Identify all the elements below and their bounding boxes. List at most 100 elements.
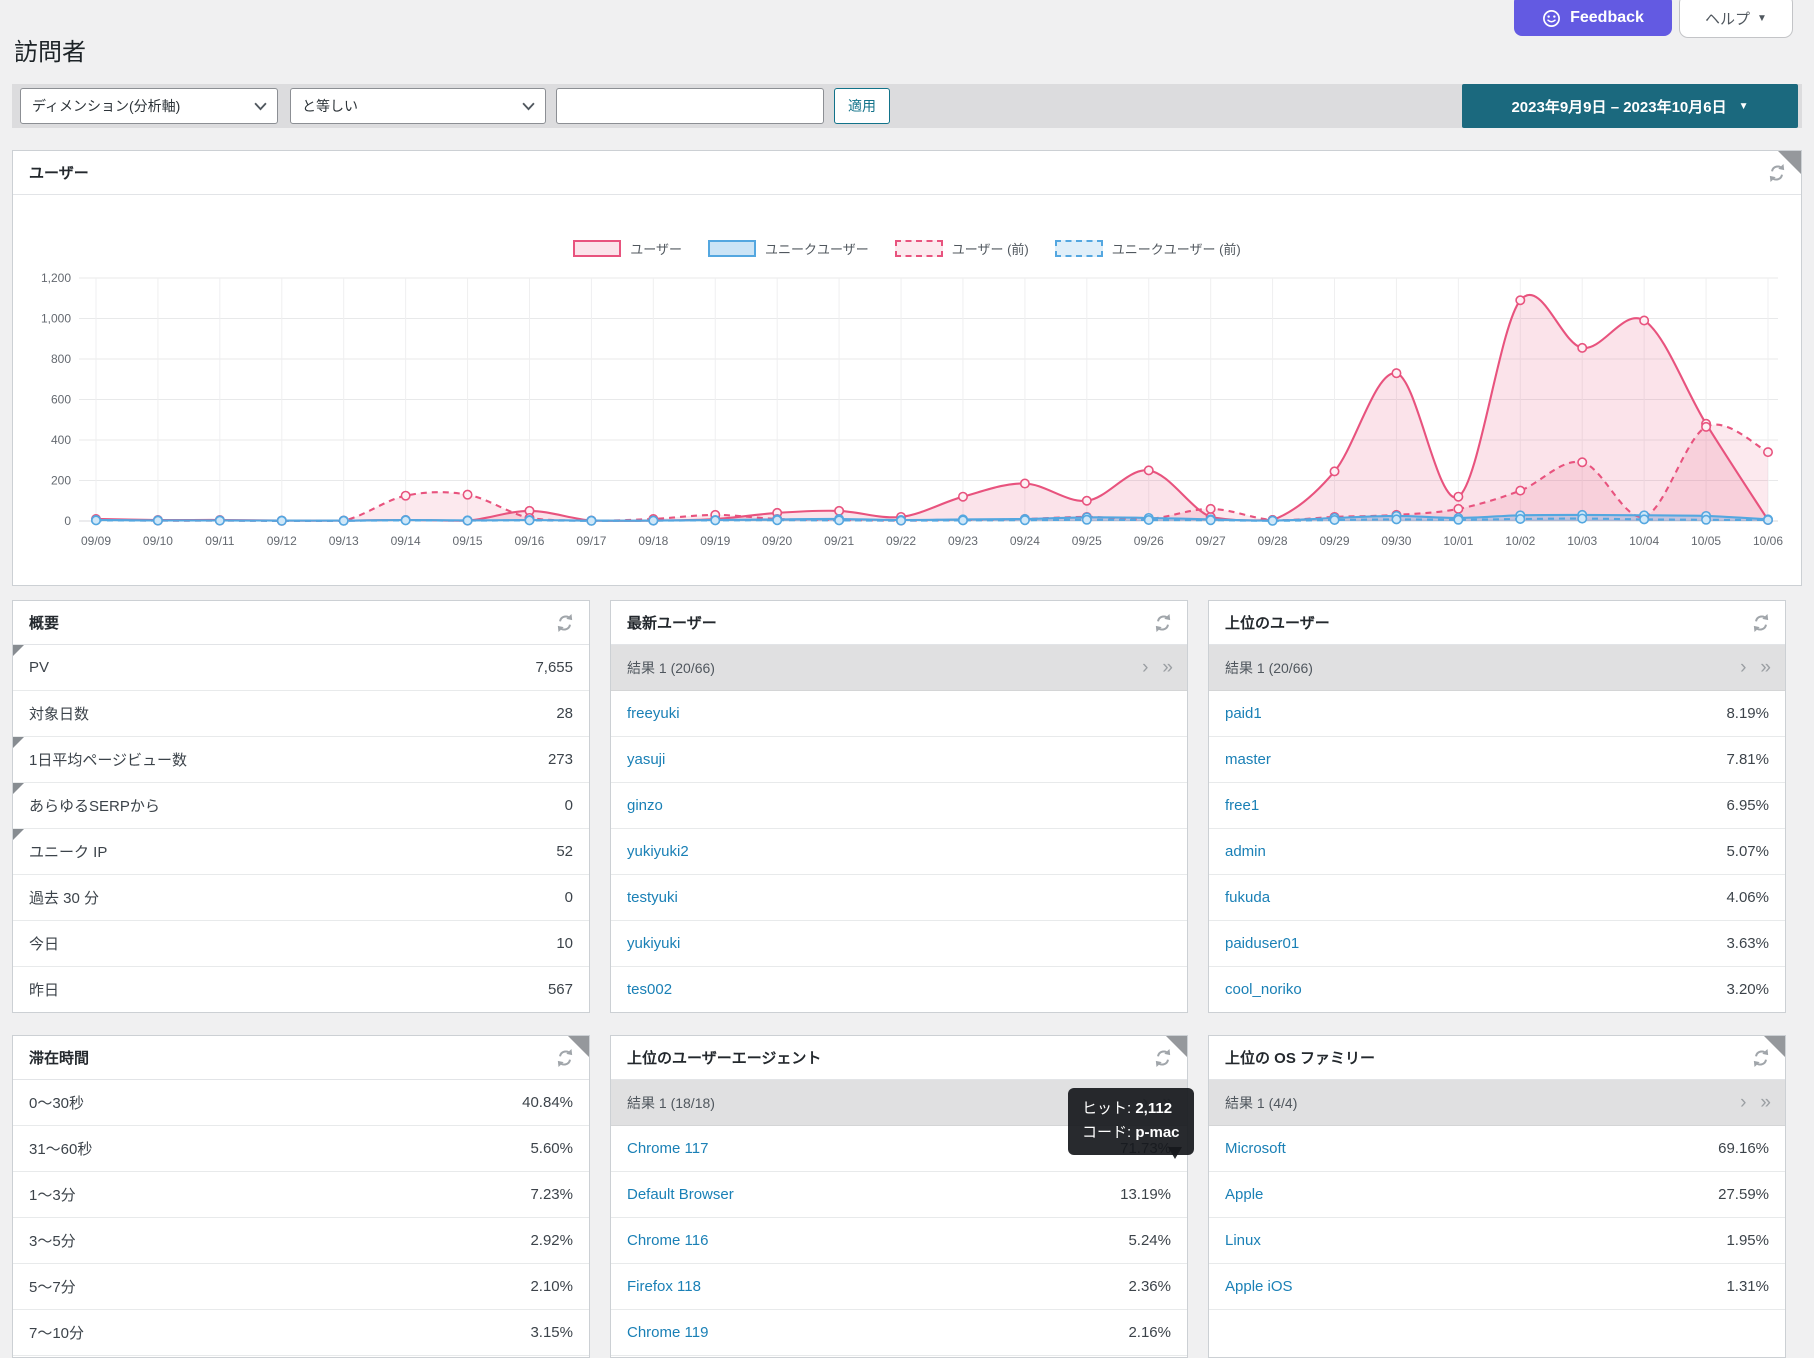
next-page-icon[interactable]: › (1142, 658, 1148, 677)
row-label: 対象日数 (29, 703, 89, 724)
list-item: freeyuki (611, 691, 1187, 737)
list-item: master 7.81% (1209, 737, 1785, 783)
list-item: ユニーク IP52 (13, 829, 589, 875)
legend-item[interactable]: ユーザー (573, 239, 682, 258)
row-value: 5.24% (1128, 1232, 1171, 1249)
list-item: PV7,655 (13, 645, 589, 691)
help-button[interactable]: ヘルプ ▼ (1679, 0, 1793, 38)
list-item: yasuji (611, 737, 1187, 783)
next-page-icon[interactable]: › (1740, 1093, 1746, 1112)
filter-value-input[interactable] (556, 88, 824, 124)
row-value: 4.06% (1726, 889, 1769, 906)
list-item: yukiyuki (611, 921, 1187, 967)
row-link[interactable]: master (1225, 751, 1271, 768)
row-link[interactable]: yukiyuki (627, 935, 680, 952)
panel-header: 滞在時間 (13, 1036, 589, 1080)
row-link[interactable]: Chrome 119 (627, 1324, 708, 1341)
row-value: 52 (556, 843, 573, 860)
row-link[interactable]: paiduser01 (1225, 935, 1299, 952)
legend-label: ユニークユーザー (前) (1112, 239, 1241, 258)
refresh-icon[interactable] (1751, 613, 1771, 633)
svg-text:09/10: 09/10 (143, 534, 173, 548)
row-link[interactable]: ginzo (627, 797, 663, 814)
last-page-icon[interactable]: » (1162, 658, 1173, 677)
row-link[interactable]: Chrome 116 (627, 1232, 708, 1249)
legend-item[interactable]: ユーザー (前) (895, 239, 1029, 258)
fold-corner-icon (13, 737, 24, 748)
panel-header: ユーザー (13, 151, 1801, 195)
row-link[interactable]: yukiyuki2 (627, 843, 689, 860)
panel-title: 上位の OS ファミリー (1225, 1047, 1375, 1068)
list-item: tes002 (611, 967, 1187, 1013)
row-link[interactable]: freeyuki (627, 705, 680, 722)
chart-area: ユーザーユニークユーザーユーザー (前)ユニークユーザー (前) 0200400… (13, 195, 1801, 585)
list-item: testyuki (611, 875, 1187, 921)
row-link[interactable]: Firefox 118 (627, 1278, 701, 1295)
legend-label: ユーザー (前) (952, 239, 1029, 258)
row-value: 69.16% (1718, 1140, 1769, 1157)
fold-corner-icon (13, 783, 24, 794)
panel-os-families: 上位の OS ファミリー 結果 1 (4/4) ›» Microsoft69.1… (1208, 1035, 1786, 1358)
legend-swatch-icon (573, 240, 621, 257)
row-value: 7.81% (1726, 751, 1769, 768)
dimension-select[interactable]: ディメンション(分析軸) (20, 88, 278, 124)
row-link[interactable]: tes002 (627, 981, 672, 998)
caret-down-icon: ▼ (1739, 101, 1749, 112)
row-link[interactable]: testyuki (627, 889, 678, 906)
row-link[interactable]: yasuji (627, 751, 665, 768)
svg-text:1,200: 1,200 (41, 271, 71, 285)
chevron-down-icon (254, 102, 267, 111)
list-item: Microsoft 69.16% (1209, 1126, 1785, 1172)
list-item: 対象日数28 (13, 691, 589, 737)
row-value: 3.63% (1726, 935, 1769, 952)
row-link[interactable]: Apple (1225, 1186, 1263, 1203)
row-link[interactable]: paid1 (1225, 705, 1262, 722)
svg-text:09/28: 09/28 (1258, 534, 1288, 548)
panel-duration: 滞在時間 0〜30秒40.84%31〜60秒5.60%1〜3分7.23%3〜5分… (12, 1035, 590, 1358)
list-item: fukuda 4.06% (1209, 875, 1785, 921)
list-item: Firefox 1182.36% (611, 1264, 1187, 1310)
row-value: 13.19% (1120, 1186, 1171, 1203)
row-link[interactable]: Microsoft (1225, 1140, 1286, 1157)
date-range-label: 2023年9月9日 – 2023年10月6日 (1511, 96, 1726, 117)
list-item: paiduser01 3.63% (1209, 921, 1785, 967)
apply-button[interactable]: 適用 (834, 88, 890, 124)
panel-title: ユーザー (29, 162, 89, 183)
svg-text:10/05: 10/05 (1691, 534, 1721, 548)
legend-item[interactable]: ユニークユーザー (前) (1055, 239, 1241, 258)
legend-swatch-icon (1055, 240, 1103, 257)
operator-select[interactable]: と等しい (290, 88, 546, 124)
row-link[interactable]: Apple iOS (1225, 1278, 1293, 1295)
refresh-icon[interactable] (555, 613, 575, 633)
row-label: 5〜7分 (29, 1276, 76, 1297)
legend-item[interactable]: ユニークユーザー (708, 239, 869, 258)
next-page-icon[interactable]: › (1740, 658, 1746, 677)
row-value: 567 (548, 981, 573, 998)
tooltip-code-value: p-mac (1135, 1124, 1179, 1141)
last-page-icon[interactable]: » (1760, 658, 1771, 677)
row-label: 1〜3分 (29, 1184, 76, 1205)
svg-text:09/19: 09/19 (700, 534, 730, 548)
row-value: 10 (556, 935, 573, 952)
row-value: 1.95% (1726, 1232, 1769, 1249)
row-value: 3.20% (1726, 981, 1769, 998)
last-page-icon[interactable]: » (1760, 1093, 1771, 1112)
row-link[interactable]: fukuda (1225, 889, 1270, 906)
row-link[interactable]: Default Browser (627, 1186, 734, 1203)
row-link[interactable]: free1 (1225, 797, 1259, 814)
row-label: 3〜5分 (29, 1230, 76, 1251)
list-item: Chrome 116 5.24% (611, 1218, 1187, 1264)
list-item: 0〜30秒40.84% (13, 1080, 589, 1126)
feedback-button[interactable]: Feedback (1514, 0, 1672, 36)
row-link[interactable]: Linux (1225, 1232, 1261, 1249)
legend-label: ユニークユーザー (765, 239, 869, 258)
date-range-button[interactable]: 2023年9月9日 – 2023年10月6日 ▼ (1462, 84, 1798, 128)
help-label: ヘルプ (1705, 8, 1750, 29)
svg-text:10/01: 10/01 (1443, 534, 1473, 548)
row-link[interactable]: Chrome 117 (627, 1140, 708, 1157)
panel-latest-users: 最新ユーザー 結果 1 (20/66) ›» freeyukiyasujigin… (610, 600, 1188, 1013)
row-link[interactable]: admin (1225, 843, 1266, 860)
row-value: 0 (565, 889, 573, 906)
row-link[interactable]: cool_noriko (1225, 981, 1302, 998)
refresh-icon[interactable] (1153, 613, 1173, 633)
